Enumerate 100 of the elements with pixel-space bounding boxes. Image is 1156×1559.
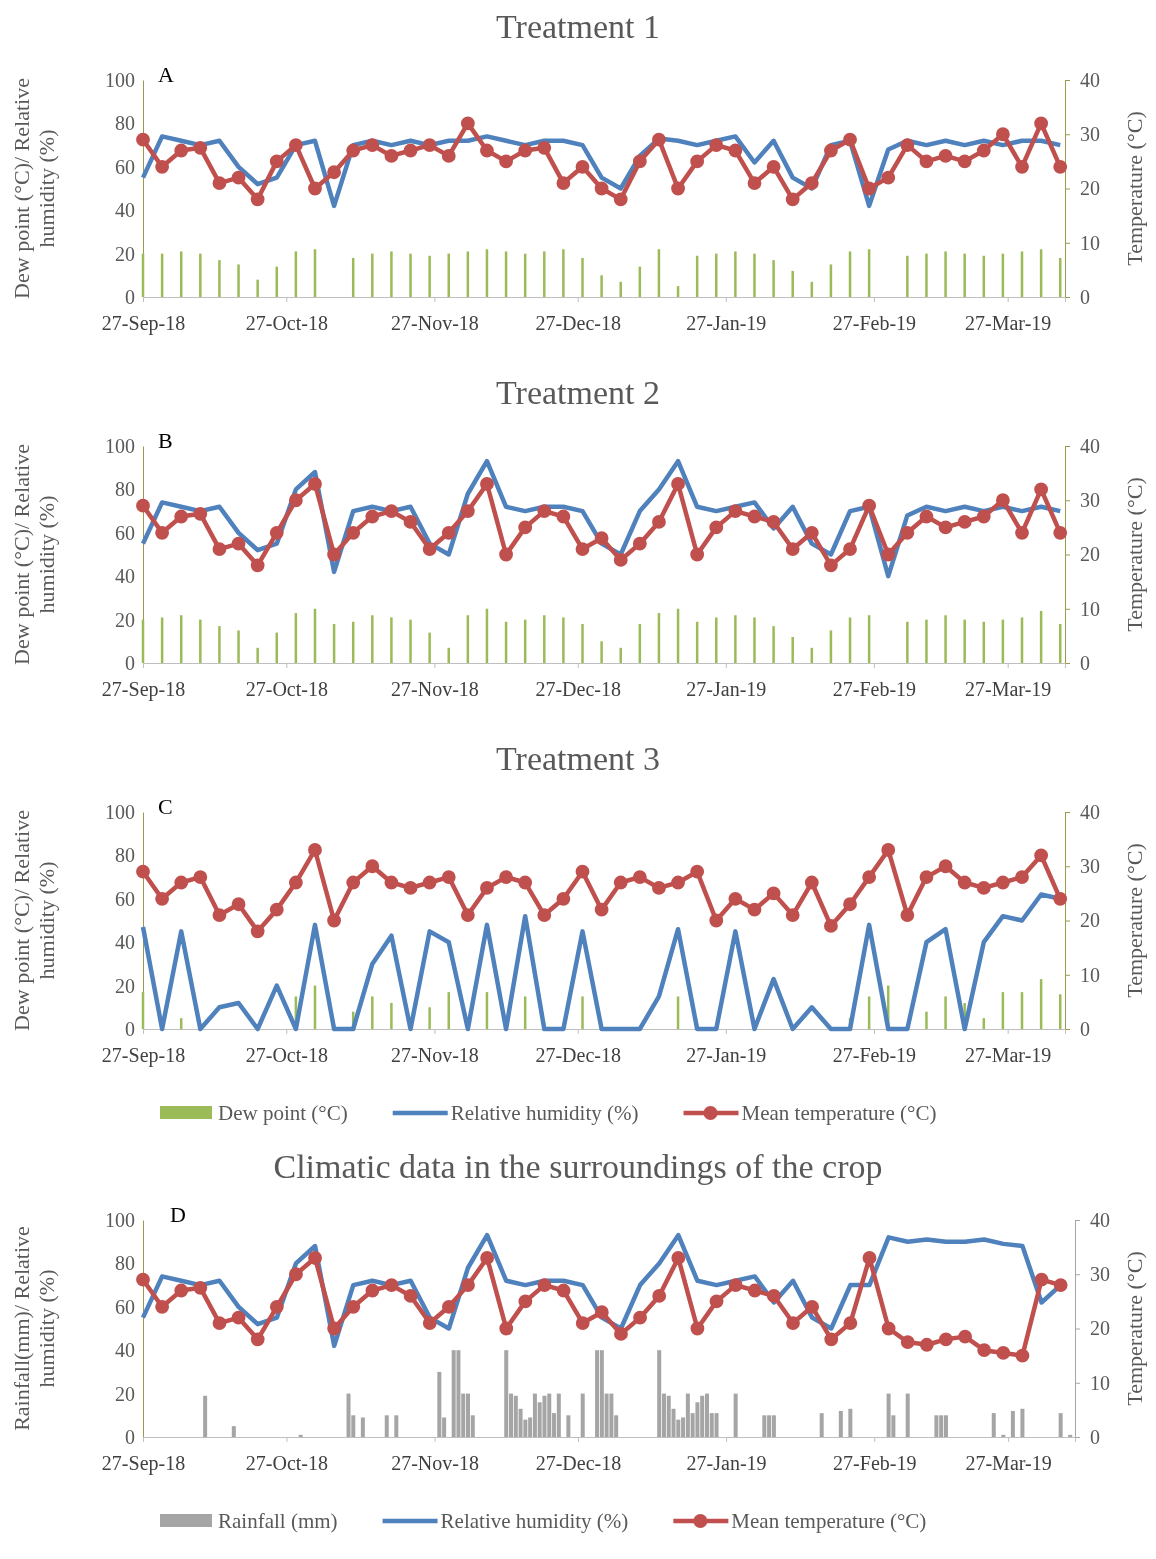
bar xyxy=(934,1415,939,1437)
point xyxy=(594,531,609,546)
y-tick-label: 40 xyxy=(115,1339,135,1362)
point xyxy=(308,1251,322,1265)
point xyxy=(632,870,647,884)
bar xyxy=(600,275,603,297)
y2-tick-label: 30 xyxy=(1080,489,1100,512)
point xyxy=(155,159,170,174)
point xyxy=(499,1321,514,1336)
point xyxy=(976,509,991,524)
chart-title: Climatic data in the surroundings of the crop xyxy=(273,1148,883,1185)
point xyxy=(441,1299,456,1314)
point xyxy=(384,1278,399,1292)
point xyxy=(957,875,972,890)
y2-axis-title: Temperature (°C) xyxy=(1122,1251,1147,1406)
point xyxy=(995,127,1010,142)
bar xyxy=(715,617,718,663)
y-tick-label: 60 xyxy=(115,155,135,178)
bar xyxy=(390,1002,393,1029)
point xyxy=(1034,848,1049,863)
point xyxy=(938,149,953,163)
bar xyxy=(256,647,259,663)
point xyxy=(747,1283,762,1298)
x-tick-label: 27-Feb-19 xyxy=(833,1452,917,1475)
point xyxy=(957,154,972,169)
x-tick-label: 27-Sep-18 xyxy=(101,678,186,702)
point xyxy=(747,176,762,190)
x-tick-label: 27-Sep-18 xyxy=(101,312,186,336)
point xyxy=(824,1332,839,1347)
x-tick-label: 27-Jan-19 xyxy=(686,678,767,701)
bar xyxy=(753,253,756,297)
annotation: D xyxy=(170,1202,186,1227)
point xyxy=(365,859,380,874)
y-tick-label: 20 xyxy=(115,242,135,265)
point xyxy=(881,1321,896,1336)
point xyxy=(365,509,380,524)
point xyxy=(518,143,533,158)
point xyxy=(652,132,666,147)
bar xyxy=(906,255,909,297)
annotation: C xyxy=(158,794,173,819)
point xyxy=(231,897,246,912)
point xyxy=(346,875,361,890)
point xyxy=(785,542,800,556)
point xyxy=(212,176,227,190)
point xyxy=(594,902,609,917)
point xyxy=(843,132,857,147)
point xyxy=(938,520,953,535)
y2-tick-label: 40 xyxy=(1080,68,1100,91)
point xyxy=(441,149,456,163)
point xyxy=(499,870,513,884)
y-tick-label: 100 xyxy=(105,1208,135,1231)
point xyxy=(804,875,819,890)
point xyxy=(327,165,341,180)
point xyxy=(537,140,552,155)
x-tick-label: 27-Dec-18 xyxy=(535,312,621,335)
point xyxy=(594,181,609,196)
y-tick-label: 20 xyxy=(115,608,135,631)
line-series xyxy=(140,134,1063,209)
x-tick-label: 27-Mar-19 xyxy=(965,312,1052,335)
point xyxy=(174,1283,189,1298)
bar xyxy=(231,1426,236,1437)
bar xyxy=(428,1007,431,1029)
bar xyxy=(409,619,412,663)
point xyxy=(881,547,896,562)
point xyxy=(900,138,915,152)
point xyxy=(155,1299,170,1314)
y2-tick-label: 20 xyxy=(1090,1317,1110,1340)
y2-tick-label: 10 xyxy=(1080,963,1100,986)
bar xyxy=(199,619,202,663)
x-tick-label: 27-Dec-18 xyxy=(535,1044,621,1067)
bar xyxy=(963,253,966,297)
y2-tick-label: 0 xyxy=(1090,1425,1100,1448)
point xyxy=(766,159,781,174)
bar xyxy=(925,1011,928,1029)
point xyxy=(996,1346,1011,1360)
point xyxy=(632,536,647,551)
x-tick-label: 27-Mar-19 xyxy=(965,678,1052,701)
bar xyxy=(504,1350,509,1437)
legend-label: Mean temperature (°C) xyxy=(731,1509,927,1533)
y-axis-title: Rainfall(mm)/ Relative humidity (%) xyxy=(9,1226,60,1431)
y-tick-label: 80 xyxy=(115,112,135,135)
bar xyxy=(819,1413,824,1437)
point xyxy=(384,149,399,163)
point xyxy=(977,1343,992,1358)
bar xyxy=(394,1415,399,1437)
point xyxy=(785,908,800,922)
y-tick-label: 100 xyxy=(105,68,135,91)
point xyxy=(499,154,513,169)
point xyxy=(288,138,303,152)
bar xyxy=(657,1350,662,1437)
bar xyxy=(451,1350,456,1437)
bar xyxy=(346,1393,351,1437)
point xyxy=(518,875,533,890)
point xyxy=(633,1310,647,1325)
point xyxy=(594,1305,609,1320)
bar xyxy=(963,619,966,663)
point xyxy=(862,181,877,196)
y-axis-title: Dew point (°C)/ Relative humidity (%) xyxy=(9,444,60,665)
point xyxy=(365,138,380,152)
y2-tick-label: 20 xyxy=(1080,909,1100,932)
